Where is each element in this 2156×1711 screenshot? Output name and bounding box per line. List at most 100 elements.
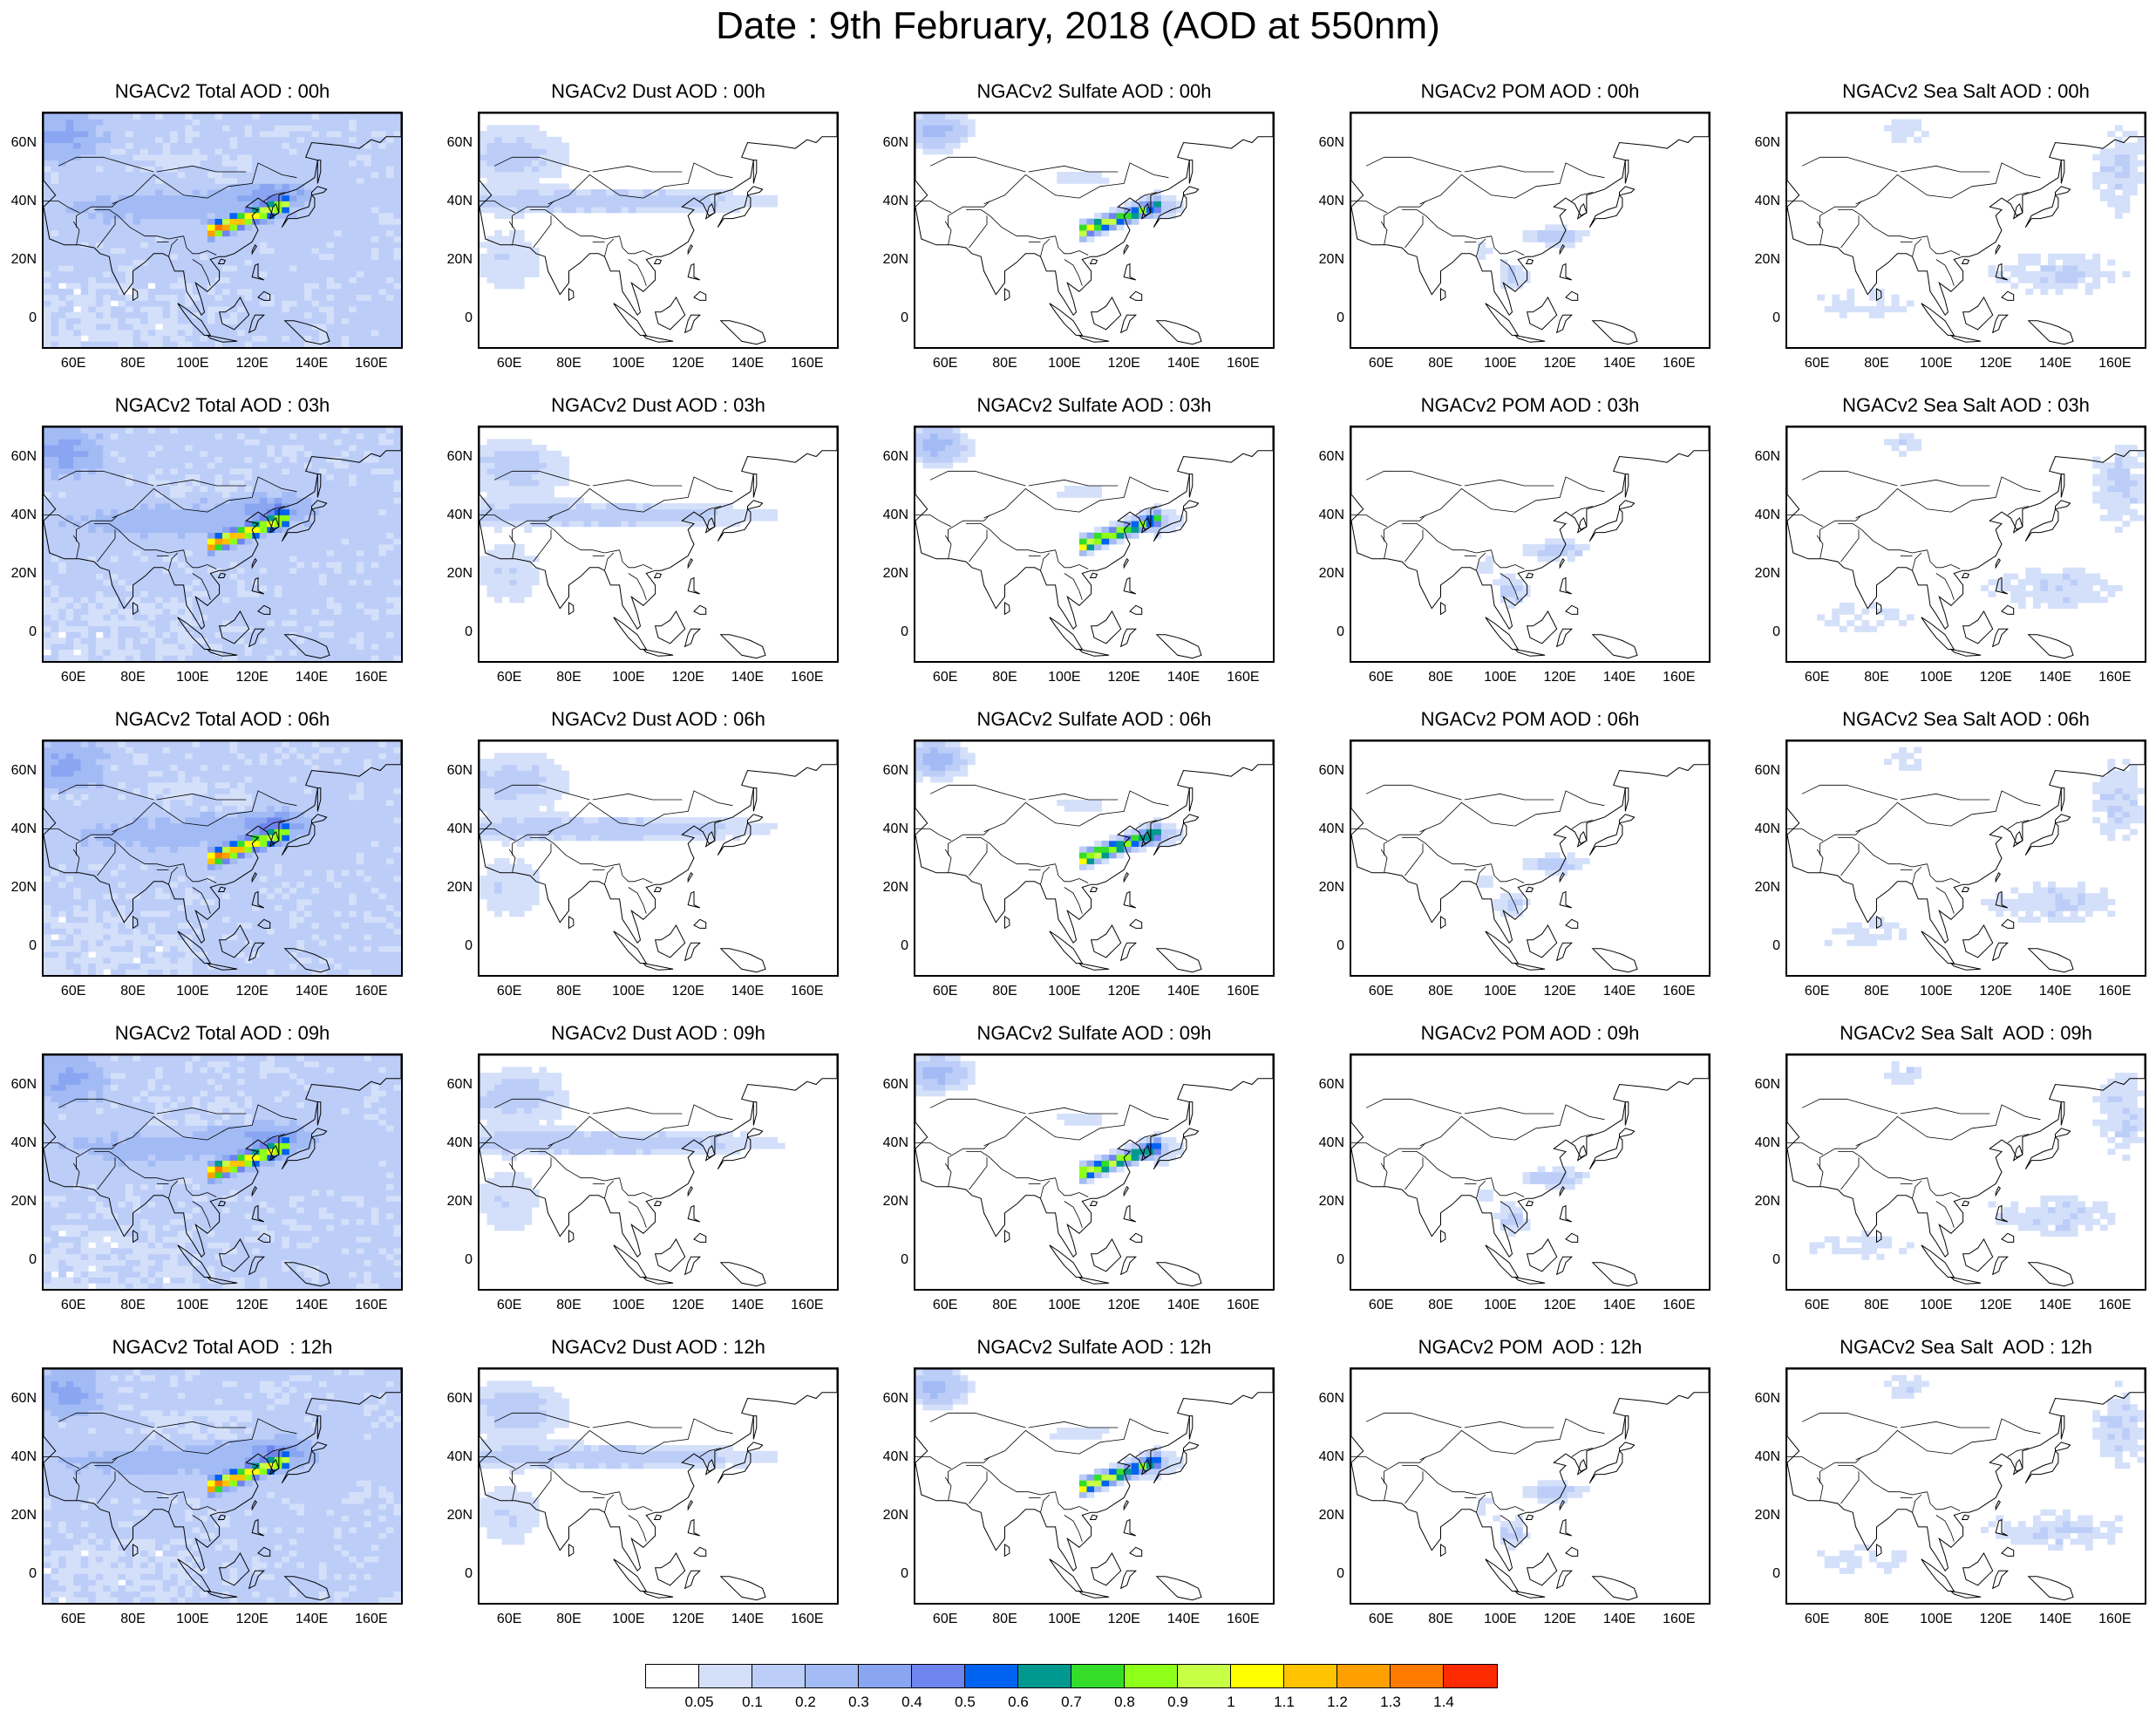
colorbar-label: 0.9 [1156,1694,1200,1711]
lat-tick-label: 0 [434,1252,473,1268]
aod-field [1817,433,2145,632]
colorbar-label: 1.3 [1369,1694,1412,1711]
lon-tick-label: 120E [1538,1612,1581,1627]
lon-tick-label: 140E [726,984,770,999]
lat-tick-label: 40N [1742,821,1780,837]
map-panel-sulfate-00h [914,112,1275,349]
lon-tick-label: 100E [1043,1298,1086,1313]
lon-tick-label: 140E [290,984,334,999]
lat-tick-label: 0 [1306,938,1344,954]
colorbar-label: 1.2 [1316,1694,1359,1711]
lon-tick-label: 140E [2034,670,2078,685]
lon-tick-label: 60E [51,1612,95,1627]
lat-tick-label: 40N [0,1135,37,1151]
lat-tick-label: 20N [1742,880,1780,896]
colorbar-swatch [1337,1665,1391,1687]
lat-tick-label: 40N [870,821,908,837]
lon-tick-label: 120E [666,1298,710,1313]
lon-tick-label: 60E [1359,1612,1403,1627]
lon-tick-label: 80E [983,984,1027,999]
panel-title: NGACv2 POM AOD : 06h [1303,708,1757,731]
lat-tick-label: 40N [434,1135,473,1151]
lon-tick-label: 80E [112,984,155,999]
map-panel-dust-00h [478,112,839,349]
lon-tick-label: 60E [1795,1298,1839,1313]
lon-tick-label: 160E [1657,1612,1701,1627]
lon-tick-label: 100E [1479,1298,1522,1313]
aod-map-pom [1351,113,1709,347]
lon-tick-label: 120E [666,1612,710,1627]
lon-tick-label: 100E [171,670,214,685]
lon-tick-label: 140E [1598,670,1642,685]
lat-tick-label: 0 [870,1252,908,1268]
lon-tick-label: 80E [1419,356,1463,372]
lat-tick-label: 20N [870,880,908,896]
lat-tick-label: 40N [1742,1449,1780,1465]
colorbar-swatch [806,1665,859,1687]
aod-map-sulfate [915,1369,1273,1603]
lat-tick-label: 60N [434,763,473,779]
lon-tick-label: 160E [2093,1298,2137,1313]
aod-field [1478,1480,1590,1551]
lon-tick-label: 140E [726,1298,770,1313]
panel-title: NGACv2 POM AOD : 00h [1303,80,1757,103]
lat-tick-label: 60N [870,763,908,779]
lon-tick-label: 100E [1915,670,1958,685]
lon-tick-label: 80E [1419,1298,1463,1313]
lon-tick-label: 60E [1359,1298,1403,1313]
aod-map-pom [1351,1055,1709,1289]
lat-tick-label: 20N [434,566,473,582]
lat-tick-label: 0 [870,1566,908,1582]
coastlines [1351,741,1709,972]
lat-tick-label: 0 [434,938,473,954]
lon-tick-label: 60E [51,1298,95,1313]
lat-tick-label: 60N [870,1077,908,1093]
map-panel-total-00h [42,112,403,349]
lon-tick-label: 120E [1974,670,2017,685]
lon-tick-label: 60E [923,984,967,999]
aod-map-seasalt [1787,1055,2145,1289]
colorbar-swatch [646,1665,699,1687]
panel-title: NGACv2 Total AOD : 06h [0,708,449,731]
panel-title: NGACv2 Total AOD : 12h [0,1336,449,1359]
colorbar-label: 1 [1209,1694,1253,1711]
lon-tick-label: 60E [487,984,531,999]
lat-tick-label: 40N [870,194,908,209]
lat-tick-label: 60N [0,1077,37,1093]
map-panel-seasalt-12h [1785,1367,2146,1605]
lon-tick-label: 140E [1598,984,1642,999]
colorbar-label: 0.7 [1050,1694,1093,1711]
lon-tick-label: 120E [666,670,710,685]
lon-tick-label: 60E [487,670,531,685]
lon-tick-label: 60E [1795,1612,1839,1627]
lon-tick-label: 160E [350,984,393,999]
colorbar-label: 0.5 [943,1694,987,1711]
lat-tick-label: 0 [1306,310,1344,326]
lat-tick-label: 0 [0,1252,37,1268]
lon-tick-label: 80E [112,356,155,372]
colorbar-label: 0.05 [677,1694,721,1711]
lon-tick-label: 120E [1102,984,1146,999]
lat-tick-label: 0 [1742,938,1780,954]
panel-title: NGACv2 Total AOD : 09h [0,1022,449,1045]
lat-tick-label: 0 [0,310,37,326]
colorbar-label: 0.6 [996,1694,1040,1711]
lon-tick-label: 120E [1538,984,1581,999]
lat-tick-label: 0 [870,624,908,640]
lat-tick-label: 40N [434,508,473,523]
lat-tick-label: 0 [1306,624,1344,640]
lon-tick-label: 80E [548,1612,591,1627]
lon-tick-label: 120E [1102,1298,1146,1313]
map-panel-pom-06h [1350,740,1711,977]
lon-tick-label: 120E [666,356,710,372]
lon-tick-label: 120E [1102,1612,1146,1627]
map-panel-dust-09h [478,1053,839,1291]
aod-map-pom [1351,427,1709,661]
aod-map-total [44,1055,401,1289]
aod-map-sulfate [915,1055,1273,1289]
lon-tick-label: 80E [1855,670,1899,685]
lon-tick-label: 80E [112,670,155,685]
lat-tick-label: 40N [870,508,908,523]
map-panel-seasalt-09h [1785,1053,2146,1291]
lon-tick-label: 100E [1043,984,1086,999]
